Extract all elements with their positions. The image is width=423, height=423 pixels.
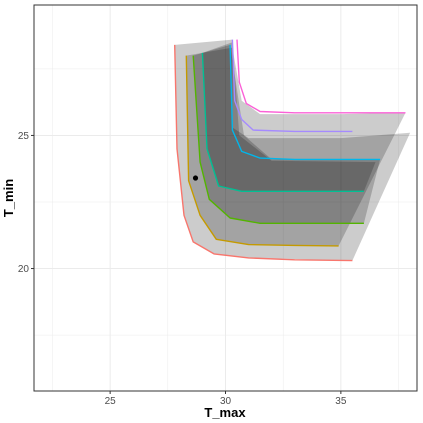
band-3 bbox=[193, 44, 381, 224]
x-axis-ticks: 25 30 35 bbox=[105, 391, 347, 407]
x-axis-title: T_max bbox=[204, 405, 246, 420]
data-point-1 bbox=[192, 175, 199, 181]
series-line-7 bbox=[236, 39, 406, 114]
series-lines bbox=[174, 39, 406, 262]
series-line-3 bbox=[192, 55, 364, 225]
x-tick-label: 25 bbox=[105, 396, 117, 407]
y-tick-label: 25 bbox=[18, 131, 30, 142]
x-tick-label: 30 bbox=[220, 396, 232, 407]
band-2 bbox=[186, 47, 406, 246]
band-1 bbox=[174, 39, 411, 261]
series-line-4 bbox=[201, 52, 364, 193]
grid-major bbox=[34, 5, 417, 391]
series-line-1 bbox=[174, 44, 353, 262]
series-line-5 bbox=[229, 44, 381, 161]
confidence-bands bbox=[174, 39, 411, 261]
band-4 bbox=[202, 42, 376, 192]
series-line-2 bbox=[185, 55, 339, 247]
series-line-6 bbox=[231, 39, 353, 133]
x-tick-label: 35 bbox=[335, 396, 347, 407]
y-tick-label: 20 bbox=[18, 264, 30, 275]
y-axis-title: T_min bbox=[1, 179, 16, 217]
data-points bbox=[192, 175, 199, 181]
